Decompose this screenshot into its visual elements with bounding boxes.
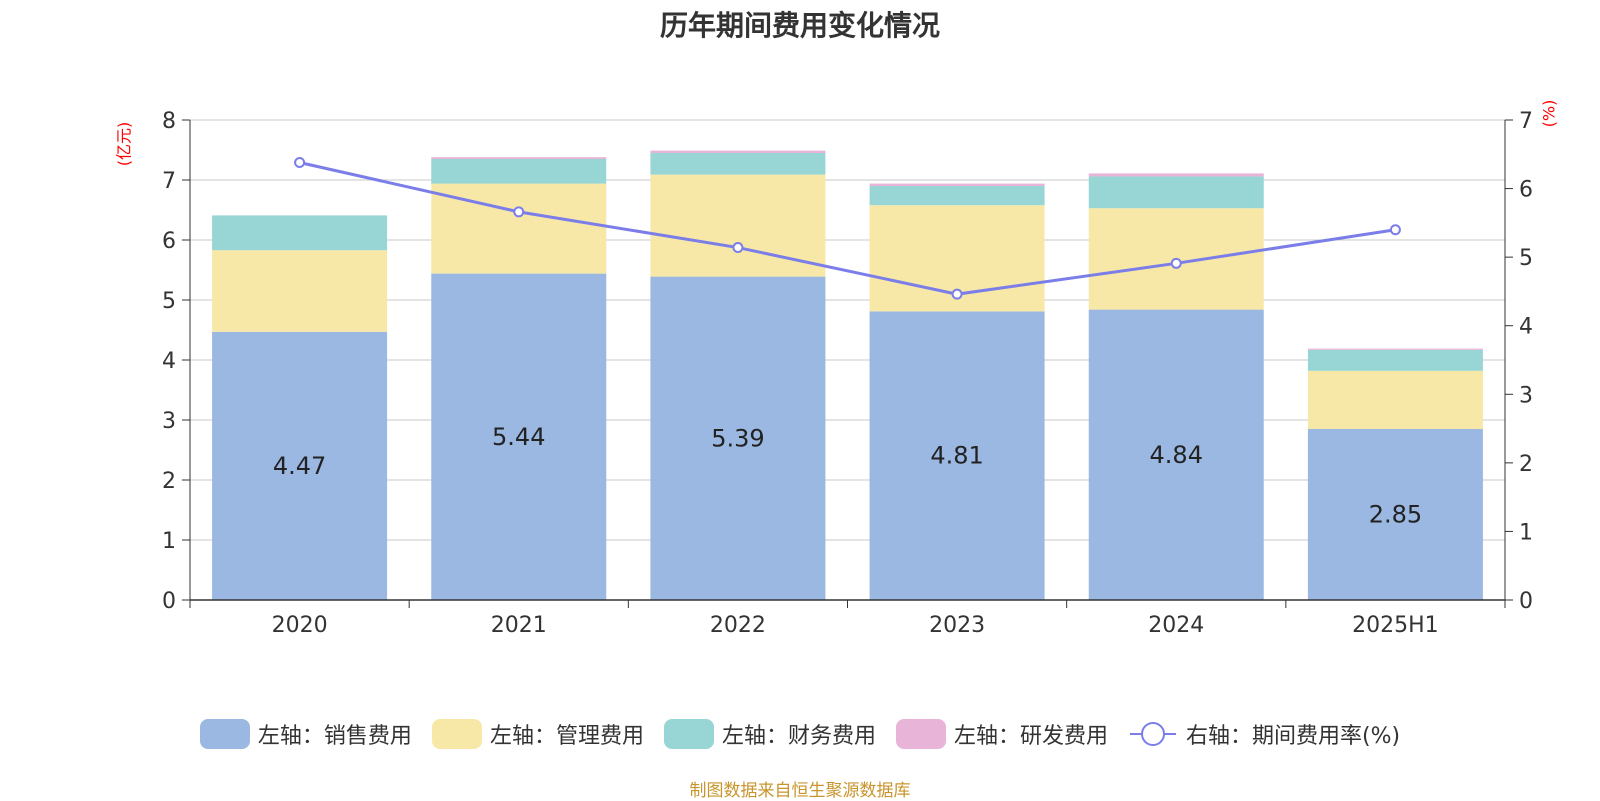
legend-swatch bbox=[199, 719, 250, 749]
bar-finance bbox=[650, 153, 826, 175]
legend-label: 右轴：期间费用率(%) bbox=[1185, 724, 1401, 749]
right-tick-label: 6 bbox=[1519, 178, 1533, 203]
legend-label: 左轴：研发费用 bbox=[953, 724, 1108, 749]
bar-rnd bbox=[1307, 348, 1483, 350]
x-tick-label: 2022 bbox=[710, 613, 766, 638]
legend-item-rnd[interactable]: 左轴：研发费用 bbox=[895, 718, 1108, 750]
x-tick-label: 2024 bbox=[1148, 613, 1204, 638]
x-tick-label: 2020 bbox=[272, 613, 328, 638]
bar-sales bbox=[1307, 429, 1483, 600]
rate-point bbox=[951, 288, 963, 300]
legend-item-sales[interactable]: 左轴：销售费用 bbox=[199, 718, 412, 750]
bar-data-label: 4.84 bbox=[1150, 441, 1203, 469]
bar-finance bbox=[1088, 176, 1264, 209]
right-tick-label: 3 bbox=[1519, 383, 1533, 408]
bar-finance bbox=[431, 159, 607, 184]
bar-data-label: 4.47 bbox=[273, 452, 326, 480]
bar-sales bbox=[650, 276, 826, 600]
bar-mgmt bbox=[1307, 370, 1483, 429]
bar-finance bbox=[869, 186, 1045, 206]
right-tick-label: 0 bbox=[1519, 589, 1533, 614]
bar-rnd bbox=[650, 150, 826, 153]
left-tick-label: 5 bbox=[162, 289, 176, 314]
bar-data-label: 2.85 bbox=[1369, 501, 1422, 529]
rate-line bbox=[299, 161, 1396, 296]
left-tick-label: 6 bbox=[162, 229, 176, 254]
right-tick-label: 5 bbox=[1519, 246, 1533, 271]
left-tick-label: 1 bbox=[162, 529, 176, 554]
stacked-bar-line-chart: 0 1 2 3 4 5 6 7 8 0 1 2 3 4 5 6 7 4.47 5.44 5.39 4.81 4.84 2.8… bbox=[162, 109, 1533, 638]
legend-swatch bbox=[895, 719, 946, 749]
legend-swatch bbox=[431, 719, 482, 749]
legend-label: 左轴：销售费用 bbox=[257, 724, 412, 749]
x-tick-label: 2025H1 bbox=[1352, 613, 1439, 638]
left-tick-label: 7 bbox=[162, 169, 176, 194]
left-tick-label: 4 bbox=[162, 349, 176, 374]
legend-item-mgmt[interactable]: 左轴：管理费用 bbox=[431, 718, 644, 750]
left-tick-label: 3 bbox=[162, 409, 176, 434]
chart-title: 历年期间费用变化情况 bbox=[659, 9, 940, 42]
legend-label: 左轴：财务费用 bbox=[721, 724, 876, 749]
legend-item-finance[interactable]: 左轴：财务费用 bbox=[663, 718, 876, 750]
rate-point bbox=[294, 157, 306, 169]
right-tick-label: 4 bbox=[1519, 315, 1533, 340]
chart-legend: 左轴：销售费用 左轴：管理费用 左轴：财务费用 左轴：研发费用 右轴：期间费用率(%) bbox=[0, 718, 1600, 750]
right-tick-label: 7 bbox=[1519, 109, 1533, 134]
bar-sales bbox=[1088, 309, 1264, 600]
right-tick-label: 1 bbox=[1519, 520, 1533, 545]
bar-rnd bbox=[431, 157, 607, 159]
bar-data-label: 4.81 bbox=[930, 442, 983, 470]
bar-sales bbox=[212, 331, 388, 600]
legend-line-marker-icon bbox=[1128, 719, 1178, 749]
legend-item-rate[interactable]: 右轴：期间费用率(%) bbox=[1128, 718, 1400, 750]
left-tick-label: 2 bbox=[162, 469, 176, 494]
data-source-note: 制图数据来自恒生聚源数据库 bbox=[689, 781, 911, 801]
bar-data-label: 5.39 bbox=[711, 424, 764, 452]
bar-finance bbox=[1307, 349, 1483, 371]
left-tick-label: 0 bbox=[162, 589, 176, 614]
x-tick-label: 2021 bbox=[491, 613, 547, 638]
rate-point bbox=[1170, 257, 1182, 269]
rate-point bbox=[1389, 224, 1401, 236]
right-tick-label: 2 bbox=[1519, 452, 1533, 477]
bar-sales bbox=[869, 311, 1045, 600]
rate-point bbox=[513, 206, 525, 218]
rate-point bbox=[732, 242, 744, 254]
bar-rnd bbox=[1088, 173, 1264, 177]
bar-mgmt bbox=[212, 250, 388, 332]
legend-swatch bbox=[663, 719, 714, 749]
legend-label: 左轴：管理费用 bbox=[489, 724, 644, 749]
bar-sales bbox=[431, 273, 607, 600]
bar-finance bbox=[212, 215, 388, 251]
bar-data-label: 5.44 bbox=[492, 423, 545, 451]
x-tick-label: 2023 bbox=[929, 613, 985, 638]
left-tick-label: 8 bbox=[162, 109, 176, 134]
bar-rnd bbox=[869, 183, 1045, 186]
